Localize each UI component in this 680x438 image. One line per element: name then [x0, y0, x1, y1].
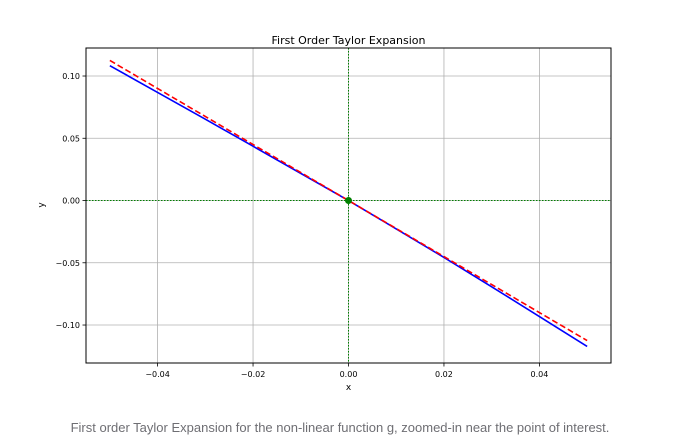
x-tick-label: 0.02	[435, 370, 453, 379]
chart-title: First Order Taylor Expansion	[272, 34, 426, 47]
y-tick-label: 0.00	[62, 197, 80, 206]
figure-caption: First order Taylor Expansion for the non…	[70, 420, 610, 435]
y-tick-label: 0.10	[62, 72, 80, 81]
taylor-approximation-line	[109, 59, 588, 342]
x-tick-label: −0.02	[241, 370, 266, 379]
x-tick-label: 0.04	[531, 370, 549, 379]
expansion-point-marker	[345, 197, 352, 205]
y-tick-label: 0.05	[62, 134, 80, 143]
x-tick-label: −0.04	[145, 370, 170, 379]
y-axis-label: y	[37, 202, 47, 208]
x-axis-label: x	[346, 383, 352, 393]
y-tick-label: −0.05	[55, 259, 80, 268]
x-tick-label: 0.00	[340, 370, 358, 379]
taylor-expansion-chart: −0.04 −0.02 0.00 0.02 0.04 0.10 0.05 0.00 −0.05 −…	[37, 34, 612, 393]
ticks-layer: −0.04 −0.02 0.00 0.02 0.04 0.10 0.05 0.00 −0.05 −…	[55, 72, 548, 379]
point-layer	[345, 197, 352, 205]
y-tick-label: −0.10	[55, 321, 80, 330]
